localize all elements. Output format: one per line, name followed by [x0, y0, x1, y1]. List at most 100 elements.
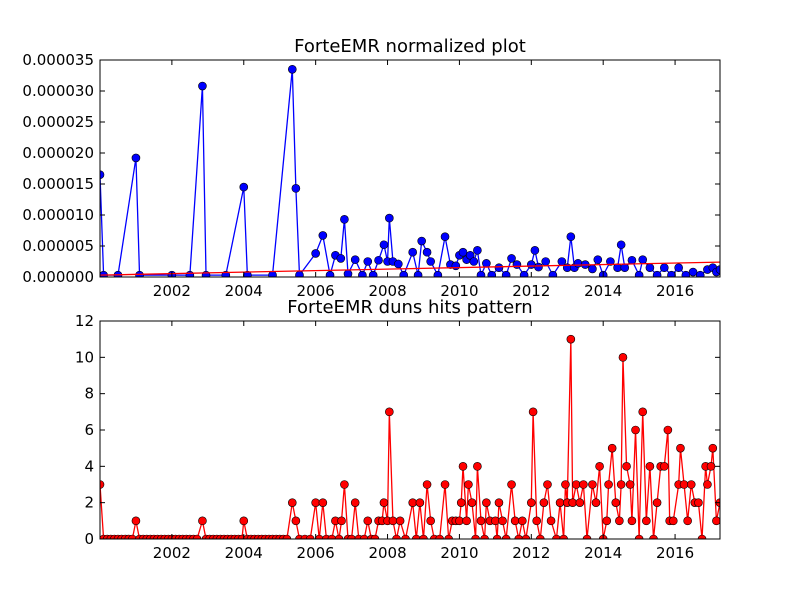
data-point: [616, 480, 626, 489]
data-point: [604, 480, 613, 489]
data-point: [645, 462, 655, 471]
data-point: [528, 407, 538, 417]
data-point: [683, 516, 692, 526]
data-point: [668, 516, 678, 526]
series-line-2: [100, 261, 720, 276]
data-point: [530, 246, 540, 255]
data-point: [541, 257, 550, 266]
data-point: [552, 534, 561, 539]
data-point: [287, 498, 297, 507]
data-point: [456, 498, 466, 507]
data-point: [395, 516, 405, 526]
data-point: [518, 516, 527, 526]
data-point: [620, 263, 630, 273]
data-point: [311, 498, 320, 507]
data-point: [606, 257, 615, 266]
data-point: [100, 170, 105, 179]
data-point: [135, 270, 144, 277]
data-point: [413, 270, 423, 277]
y-tick-label: 10: [75, 348, 94, 366]
data-point: [314, 534, 324, 539]
data-point: [185, 270, 195, 277]
data-point: [363, 257, 373, 266]
data-point: [616, 240, 626, 250]
data-point: [498, 516, 507, 526]
data-point: [695, 270, 705, 277]
data-point: [350, 255, 360, 264]
data-point: [295, 270, 304, 277]
data-point: [374, 255, 383, 265]
data-point: [368, 270, 378, 277]
data-point: [451, 261, 461, 271]
data-point: [622, 462, 631, 471]
data-point: [625, 480, 635, 489]
data-point: [318, 231, 328, 240]
data-point: [649, 534, 658, 539]
data-point: [514, 534, 524, 539]
data-point: [688, 267, 698, 277]
x-tick-label: 2006: [297, 282, 335, 300]
data-point: [401, 534, 410, 539]
series-line-1: [100, 339, 720, 539]
x-tick-label: 2004: [225, 544, 263, 562]
data-point: [476, 516, 486, 526]
data-point: [566, 334, 576, 344]
data-point: [426, 257, 435, 266]
data-point: [588, 480, 597, 489]
data-point: [642, 516, 651, 526]
data-point: [588, 264, 597, 274]
data-point: [575, 498, 585, 507]
data-point: [392, 534, 401, 539]
plot-area: [100, 60, 720, 277]
data-point: [568, 498, 577, 507]
x-tick-label: 2008: [368, 282, 406, 300]
y-tick-label: 0.000035: [22, 51, 94, 69]
data-point: [686, 480, 696, 489]
data-point: [408, 247, 418, 257]
data-point: [422, 247, 432, 257]
data-point: [546, 516, 556, 526]
data-point: [458, 462, 468, 471]
data-point: [659, 263, 669, 273]
data-point: [526, 498, 536, 507]
data-point: [239, 182, 249, 192]
data-point: [492, 534, 502, 539]
data-point: [627, 516, 637, 526]
series-group: [100, 334, 720, 539]
x-tick-label: 2014: [584, 544, 622, 562]
x-tick-label: 2010: [440, 282, 478, 300]
data-point: [534, 262, 543, 272]
data-point: [131, 516, 141, 526]
data-point: [519, 270, 529, 277]
data-point: [652, 270, 662, 277]
data-point: [618, 353, 628, 362]
data-point: [417, 236, 426, 246]
data-point: [573, 259, 583, 268]
data-point: [652, 498, 662, 507]
data-point: [555, 498, 565, 507]
x-tick-label: 2002: [153, 544, 191, 562]
data-point: [334, 534, 344, 539]
data-point: [325, 270, 335, 277]
data-point: [192, 534, 202, 539]
data-point: [419, 534, 428, 539]
data-point: [512, 260, 522, 269]
data-point: [363, 516, 373, 526]
data-point: [291, 184, 301, 193]
data-point: [239, 516, 249, 526]
data-point: [198, 81, 207, 91]
data-point: [340, 215, 349, 224]
data-point: [440, 232, 450, 241]
data-point: [422, 480, 432, 489]
data-point: [426, 516, 435, 526]
y-tick-label: 12: [75, 312, 94, 330]
data-point: [440, 480, 450, 489]
plot-area: [100, 321, 720, 539]
data-point: [305, 534, 315, 539]
data-point: [501, 534, 511, 539]
data-point: [507, 480, 516, 489]
data-point: [703, 480, 712, 489]
y-tick-label: 0.000000: [22, 268, 94, 286]
data-point: [482, 259, 491, 268]
